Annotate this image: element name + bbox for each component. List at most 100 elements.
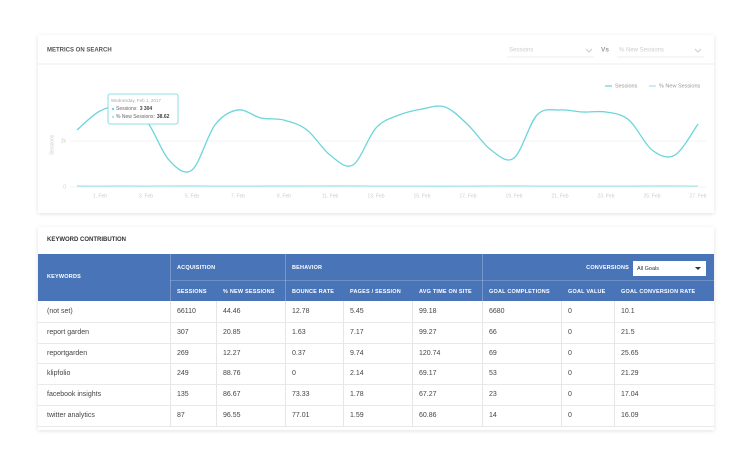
x-tick-label: 23. Feb [598, 193, 615, 199]
table-cell: 249 [177, 370, 189, 378]
table-cell: 9.74 [350, 349, 364, 357]
chart-title: METRICS ON SEARCH [47, 48, 112, 54]
table-cell: 5.45 [350, 308, 364, 315]
table-cell: 88.76 [223, 370, 241, 378]
tooltip-item: Sessions: 3 304 [116, 106, 152, 112]
tooltip-dot [111, 115, 115, 119]
row-divider [38, 363, 714, 365]
table-cell: 66 [489, 328, 497, 336]
table-cell: 1.63 [292, 328, 306, 336]
metric-b-select[interactable]: % New Sessions [619, 48, 664, 54]
table-cell: 21.29 [621, 370, 639, 378]
table-cell: 73.33 [292, 391, 310, 399]
tooltip: Wednesday, Feb 1, 2017 Sessions: 3 304 % Ne… [107, 93, 179, 125]
header-divider [482, 254, 483, 301]
table-cell: 99.27 [419, 328, 437, 336]
x-tick-label: 19. Feb [506, 193, 523, 199]
x-tick-label: 17. Feb [460, 193, 477, 199]
table-cell: 16.09 [621, 412, 639, 419]
x-tick-label: 25. Feb [644, 193, 661, 199]
row-divider [38, 405, 714, 406]
x-tick-label: 27. Feb [690, 193, 707, 199]
y-tick-label: 2k [61, 138, 67, 144]
keyword-header: KEYWORDS [47, 274, 81, 280]
table-cell: 99.18 [419, 308, 437, 315]
row-divider [38, 321, 714, 323]
column-header: GOAL VALUE [568, 289, 606, 295]
goal-filter[interactable]: All Goals [633, 261, 706, 276]
table-cell: 1.59 [350, 412, 364, 419]
column-header: AVG TIME ON SITE [419, 289, 472, 295]
table-cell: 0 [292, 370, 296, 378]
table-cell: 12.27 [223, 349, 241, 357]
table-cell: 269 [177, 349, 189, 357]
table-cell: twitter analytics [47, 412, 95, 419]
metrics-card: METRICS ON SEARCH Sessions Vs % New Sess… [38, 35, 714, 213]
group-header: BEHAVIOR [292, 265, 323, 271]
tooltip-item-value: 3 304 [140, 106, 153, 112]
table-cell: 69 [489, 349, 497, 357]
column-divider [412, 301, 413, 426]
column-header: SESSIONS [177, 289, 207, 295]
table-cell: 0 [568, 349, 572, 357]
table-cell: 0 [568, 412, 572, 419]
tooltip-dot [111, 107, 115, 111]
table-cell: 120.74 [419, 349, 441, 357]
table-cell: 44.46 [223, 308, 241, 315]
caret [695, 267, 701, 270]
series-line [76, 105, 699, 173]
table-cell: 77.01 [292, 412, 310, 419]
table-cell: 17.04 [621, 391, 639, 399]
table-cell: 1.78 [350, 391, 364, 399]
y-tick-label: 0 [63, 184, 66, 190]
table-cell: 87 [177, 412, 185, 419]
table-cell: 21.5 [621, 328, 635, 336]
metric-a-select[interactable]: Sessions [509, 48, 533, 54]
table-cell: 307 [177, 328, 189, 336]
x-tick-label: 13. Feb [368, 193, 385, 199]
column-header: GOAL COMPLETIONS [489, 289, 550, 295]
y-axis-label: Sessions [49, 134, 55, 155]
x-tick-label: 11. Feb [322, 193, 339, 199]
group-header: CONVERSIONS [586, 265, 629, 271]
table-cell: 135 [177, 391, 189, 399]
row-divider [38, 384, 714, 386]
table-cell: 12.78 [292, 308, 310, 315]
table-cell: 86.67 [223, 391, 241, 399]
column-divider [482, 301, 483, 426]
x-tick-label: 15. Feb [414, 193, 431, 199]
table-cell: 2.14 [350, 370, 364, 378]
table-cell: 0 [568, 308, 572, 315]
column-divider [170, 301, 171, 426]
vs-label: Vs [601, 47, 609, 54]
header-divider [170, 280, 714, 281]
table-cell: 10.1 [621, 308, 635, 315]
caret [694, 48, 702, 53]
column-divider [343, 301, 344, 426]
x-tick-label: 5. Feb [185, 193, 199, 199]
table-cell: 20.85 [223, 328, 241, 336]
x-tick-label: 21. Feb [552, 193, 569, 199]
column-header: % NEW SESSIONS [223, 289, 275, 295]
column-divider [614, 301, 615, 426]
column-divider [561, 301, 562, 426]
x-tick-label: 1. Feb [93, 193, 107, 199]
table-title: KEYWORD CONTRIBUTION [47, 237, 126, 243]
table-cell: 0.37 [292, 349, 306, 357]
keyword-card: KEYWORD CONTRIBUTION All Goals KEYWORDS A… [38, 227, 714, 430]
table-cell: 0 [568, 328, 572, 336]
tooltip-box [107, 93, 179, 125]
header-divider [170, 254, 171, 301]
table-cell: reportgarden [47, 349, 88, 357]
tooltip-item-value: 38.62 [157, 114, 170, 120]
caret [585, 48, 593, 53]
x-tick-label: 3. Feb [139, 193, 153, 199]
column-header: PAGES / SESSION [350, 289, 401, 295]
column-header: GOAL CONVERSION RATE [621, 289, 696, 295]
table-cell: report garden [47, 328, 90, 336]
table-cell: 96.55 [223, 412, 241, 419]
goal-filter-label: All Goals [637, 266, 660, 272]
group-header: ACQUISITION [177, 265, 216, 271]
row-divider [38, 425, 714, 427]
